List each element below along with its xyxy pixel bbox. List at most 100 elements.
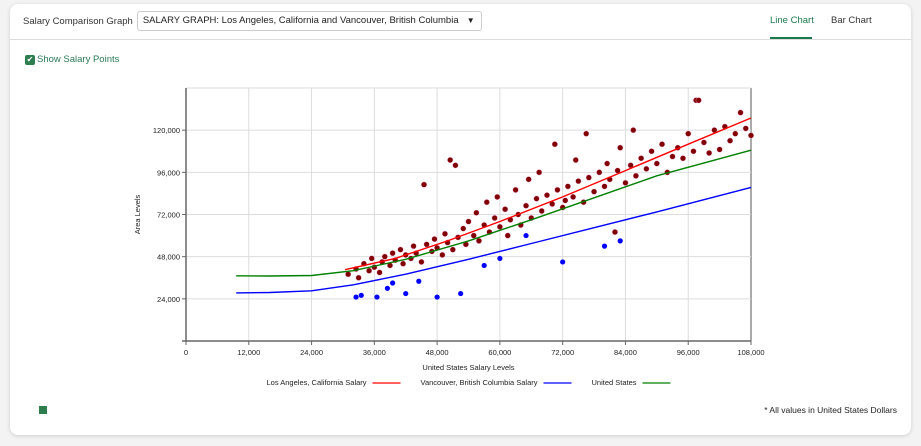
x-tick-label: 84,000 (614, 348, 637, 357)
tab-line-chart[interactable]: Line Chart (770, 15, 814, 26)
salary-point (483, 199, 490, 206)
salary-point (389, 250, 396, 257)
salary-point (470, 232, 477, 239)
salary-point (533, 195, 540, 202)
salary-point (706, 150, 713, 157)
salary-point (591, 188, 598, 195)
salary-point (679, 155, 686, 162)
salary-point (554, 186, 561, 193)
salary-point (418, 258, 425, 265)
graph-select-label: Salary Comparison Graph (23, 15, 133, 27)
graph-select-row: Salary Comparison Graph SALARY GRAPH: Lo… (23, 11, 482, 31)
salary-point (583, 130, 590, 137)
x-tick-label: 24,000 (300, 348, 323, 357)
outlier-point (416, 278, 422, 284)
outlier-point (601, 243, 608, 249)
salary-point (653, 160, 660, 167)
los-angeles-line (344, 117, 752, 271)
salary-point (659, 141, 666, 148)
outlier-point (560, 259, 566, 265)
salary-point (447, 157, 454, 164)
salary-point (504, 232, 511, 239)
salary-point (423, 241, 430, 248)
checkbox-checked-icon: ✔ (25, 54, 35, 65)
x-tick-label: 48,000 (426, 348, 449, 357)
salary-point (685, 130, 692, 137)
legend-label: Los Angeles, California Salary (267, 378, 367, 387)
salary-point (700, 139, 707, 146)
x-tick-label: 108,000 (737, 348, 764, 357)
salary-point (638, 155, 645, 162)
salary-point (695, 97, 702, 104)
y-tick-label: 24,000 (157, 295, 180, 304)
salary-point (727, 137, 734, 144)
outlier-point (390, 280, 396, 286)
y-tick-label: 96,000 (157, 168, 180, 177)
header: Salary Comparison Graph SALARY GRAPH: Lo… (10, 4, 911, 40)
salary-point (601, 183, 608, 190)
salary-point (449, 246, 456, 253)
salary-point (617, 144, 624, 151)
salary-point (737, 109, 744, 116)
outlier-point (434, 294, 440, 300)
outlier-point (617, 238, 623, 244)
tab-bar-chart[interactable]: Bar Chart (831, 15, 872, 26)
active-tab-indicator (770, 37, 812, 39)
salary-point (536, 169, 543, 176)
x-tick-label: 96,000 (677, 348, 700, 357)
salary-point (604, 160, 611, 167)
salary-point (494, 193, 501, 200)
salary-point (570, 193, 577, 200)
graph-select[interactable]: SALARY GRAPH: Los Angeles, California an… (136, 11, 482, 31)
salary-point (611, 229, 618, 236)
salary-point (397, 246, 404, 253)
salary-point (742, 125, 749, 132)
salary-point (748, 132, 755, 139)
salary-point (452, 162, 459, 169)
x-tick-label: 12,000 (237, 348, 260, 357)
salary-point (732, 130, 739, 137)
salary-point (496, 223, 503, 230)
x-tick-label: 60,000 (488, 348, 511, 357)
salary-point (543, 192, 550, 199)
outlier-point (384, 285, 391, 291)
outlier-point (481, 262, 487, 269)
x-tick-label: 0 (184, 348, 188, 357)
outlier-point (403, 290, 409, 297)
salary-point (551, 141, 558, 148)
x-tick-label: 72,000 (551, 348, 574, 357)
salary-point (669, 153, 676, 160)
salary-point (643, 165, 650, 172)
currency-note: * All values in United States Dollars (764, 405, 897, 415)
salary-point (368, 255, 375, 262)
salary-point (475, 237, 482, 244)
salary-point (523, 202, 530, 209)
salary-point (648, 148, 655, 155)
legend-label: Vancouver, British Columbia Salary (421, 378, 538, 387)
salary-point (690, 148, 697, 155)
bar-chart-icon[interactable] (39, 406, 47, 414)
salary-point (562, 197, 569, 204)
salary-point (465, 218, 472, 225)
united-states-line (236, 149, 752, 277)
salary-point (525, 176, 532, 183)
show-salary-points-checkbox[interactable]: ✔ Show Salary Points (25, 54, 119, 65)
salary-point (421, 181, 428, 188)
outlier-point (374, 294, 380, 300)
y-tick-label: 120,000 (153, 126, 180, 135)
salary-point (502, 206, 509, 213)
salary-point (596, 169, 603, 176)
vancouver-line (236, 186, 752, 294)
salary-point (575, 178, 582, 185)
salary-point (538, 207, 545, 214)
salary-point (366, 267, 373, 274)
salary-point (460, 225, 467, 232)
graph-select-value: SALARY GRAPH: Los Angeles, California an… (142, 15, 459, 26)
y-tick-label: 72,000 (157, 211, 180, 220)
outlier-point (358, 292, 364, 298)
outlier-point (523, 232, 529, 239)
salary-point (345, 271, 352, 278)
salary-point (491, 215, 498, 222)
salary-point (622, 179, 629, 186)
